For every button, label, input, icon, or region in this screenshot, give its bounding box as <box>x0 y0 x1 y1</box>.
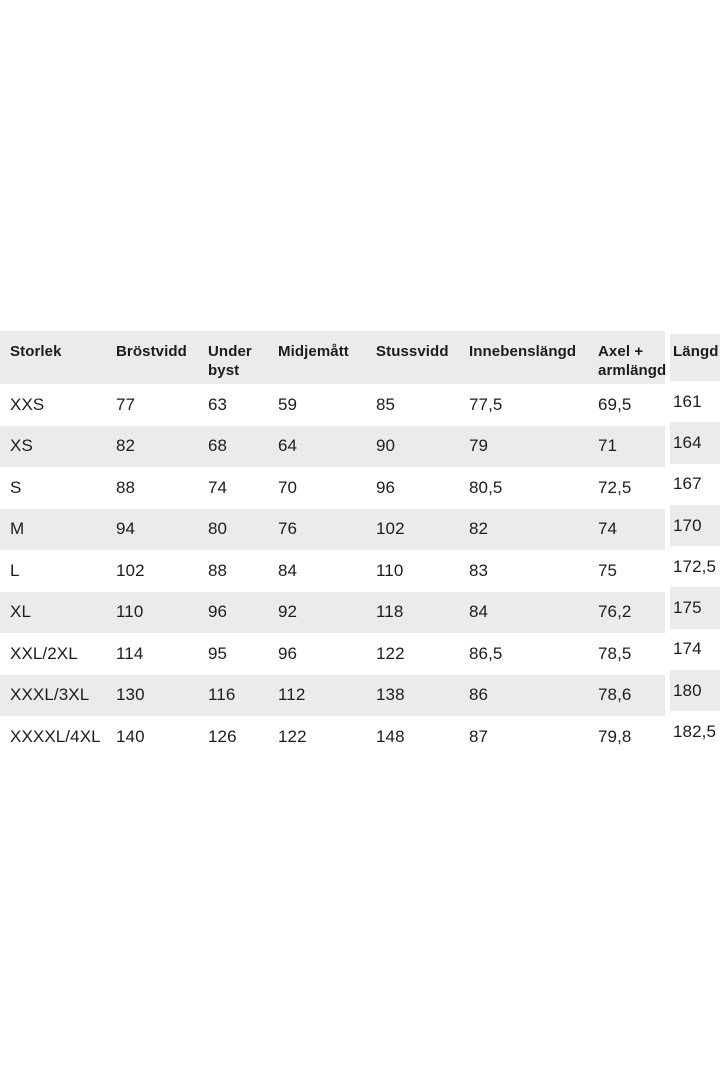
cell-brostvidd: 110 <box>116 602 144 622</box>
table-row: L 102 88 84 110 83 75 <box>0 550 665 592</box>
cell-storlek: S <box>10 477 22 497</box>
table-row: M 94 80 76 102 82 74 <box>0 508 665 550</box>
cell-innebenslangd: 79 <box>469 436 489 456</box>
column-header-storlek: Storlek <box>10 343 62 360</box>
cell-storlek: M <box>10 519 25 539</box>
cell-axel-armlangd: 71 <box>598 436 618 456</box>
cell-midjematt: 76 <box>278 519 298 539</box>
cell-midjematt: 59 <box>278 394 298 414</box>
cell-innebenslangd: 83 <box>469 560 489 580</box>
cell-storlek: L <box>10 560 20 580</box>
cell-stussvidd: 118 <box>376 602 404 622</box>
cell-stussvidd: 122 <box>376 643 405 663</box>
cell-axel-armlangd: 79,8 <box>598 726 632 746</box>
cell-axel-armlangd: 75 <box>598 560 618 580</box>
column-header-stussvidd: Stussvidd <box>376 343 449 360</box>
table-row: S 88 74 70 96 80,5 72,5 <box>0 467 665 509</box>
cell-under-byst: 116 <box>208 685 236 705</box>
cell-axel-armlangd: 69,5 <box>598 394 632 414</box>
cell-storlek: XXL/2XL <box>10 643 78 663</box>
table-row: XXS 77 63 59 85 77,5 69,5 <box>0 384 665 426</box>
cell-stussvidd: 96 <box>376 477 396 497</box>
column-header-midjematt: Midjemått <box>278 343 349 360</box>
cell-storlek: XXS <box>10 394 45 414</box>
cell-stussvidd: 138 <box>376 685 405 705</box>
pinned-length-column: Längd 161 164 167 170 172,5 175 174 180 182,5 <box>670 334 720 753</box>
table-row: XXXL/3XL 130 116 112 138 86 78,6 <box>0 674 665 716</box>
table-row: XL 110 96 92 118 84 76,2 <box>0 591 665 633</box>
column-header-axel-armlangd: Axel + armlängd <box>598 343 667 379</box>
cell-langd: 182,5 <box>673 722 717 742</box>
cell-langd: 174 <box>673 639 702 659</box>
cell-brostvidd: 82 <box>116 436 136 456</box>
cell-midjematt: 84 <box>278 560 298 580</box>
column-header-innebenslangd: Innebenslängd <box>469 343 577 360</box>
cell-under-byst: 63 <box>208 394 228 414</box>
cell-axel-armlangd: 72,5 <box>598 477 632 497</box>
cell-under-byst: 95 <box>208 643 228 663</box>
cell-innebenslangd: 80,5 <box>469 477 503 497</box>
cell-storlek: XXXXL/4XL <box>10 726 101 746</box>
cell-midjematt: 122 <box>278 726 307 746</box>
column-header-langd: Längd <box>670 334 720 381</box>
cell-under-byst: 80 <box>208 519 228 539</box>
cell-brostvidd: 94 <box>116 519 136 539</box>
cell-midjematt: 92 <box>278 602 298 622</box>
column-header-brostvidd: Bröstvidd <box>116 343 187 360</box>
cell-under-byst: 74 <box>208 477 228 497</box>
cell-under-byst: 88 <box>208 560 228 580</box>
table-row: XS 82 68 64 90 79 71 <box>0 425 665 467</box>
table-row: XXL/2XL 114 95 96 122 86,5 78,5 <box>0 633 665 675</box>
cell-storlek: XXXL/3XL <box>10 685 90 705</box>
cell-stussvidd: 110 <box>376 560 404 580</box>
cell-midjematt: 112 <box>278 685 306 705</box>
cell-langd: 180 <box>670 670 720 712</box>
cell-brostvidd: 140 <box>116 726 145 746</box>
cell-under-byst: 68 <box>208 436 228 456</box>
cell-axel-armlangd: 78,6 <box>598 685 632 705</box>
cell-langd: 175 <box>670 587 720 629</box>
column-header-under-byst: Under byst <box>208 343 252 379</box>
cell-langd: 172,5 <box>673 556 717 576</box>
cell-langd: 164 <box>670 422 720 464</box>
cell-midjematt: 96 <box>278 643 298 663</box>
cell-stussvidd: 90 <box>376 436 396 456</box>
cell-langd: 161 <box>673 391 702 411</box>
cell-stussvidd: 85 <box>376 394 396 414</box>
cell-innebenslangd: 77,5 <box>469 394 503 414</box>
cell-under-byst: 96 <box>208 602 228 622</box>
cell-langd: 167 <box>673 474 702 494</box>
cell-under-byst: 126 <box>208 726 237 746</box>
cell-brostvidd: 114 <box>116 643 144 663</box>
cell-brostvidd: 88 <box>116 477 136 497</box>
cell-innebenslangd: 82 <box>469 519 489 539</box>
table-row: XXXXL/4XL 140 126 122 148 87 79,8 <box>0 716 665 758</box>
cell-axel-armlangd: 74 <box>598 519 618 539</box>
cell-brostvidd: 102 <box>116 560 145 580</box>
cell-brostvidd: 77 <box>116 394 136 414</box>
cell-midjematt: 70 <box>278 477 298 497</box>
cell-langd: 170 <box>670 504 720 547</box>
cell-innebenslangd: 84 <box>469 602 489 622</box>
cell-innebenslangd: 86,5 <box>469 643 503 663</box>
cell-stussvidd: 102 <box>376 519 405 539</box>
cell-innebenslangd: 86 <box>469 685 489 705</box>
cell-midjematt: 64 <box>278 436 298 456</box>
size-table-main: Storlek Bröstvidd Under byst Midjemått S… <box>0 331 667 758</box>
cell-storlek: XL <box>10 602 31 622</box>
cell-axel-armlangd: 78,5 <box>598 643 632 663</box>
cell-brostvidd: 130 <box>116 685 145 705</box>
table-header-row: Storlek Bröstvidd Under byst Midjemått S… <box>0 331 667 384</box>
cell-stussvidd: 148 <box>376 726 405 746</box>
cell-storlek: XS <box>10 436 33 456</box>
cell-innebenslangd: 87 <box>469 726 489 746</box>
cell-axel-armlangd: 76,2 <box>598 602 632 622</box>
